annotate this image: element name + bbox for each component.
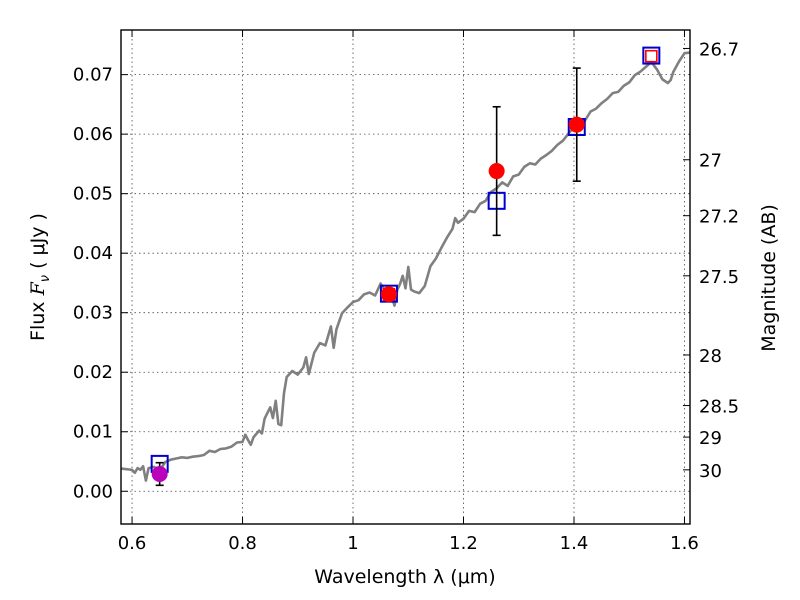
right-tick-label: 28: [699, 346, 722, 367]
y-tick-label: 0.05: [73, 184, 113, 205]
y-tick-label: 0.06: [73, 124, 113, 145]
observed-flux-point: [380, 286, 397, 303]
right-tick-label: 27.2: [699, 207, 739, 228]
y-tick-label: 0.07: [73, 65, 113, 86]
model-flux-square: [642, 46, 661, 65]
observed-flux-point: [151, 466, 168, 483]
axis-ticks: 0.6 0.8 1 1.2 1.4 1.6 0.00 0.01 0.02 0.03 0.04 0.05…: [73, 30, 739, 554]
y-tick-label: 0.02: [73, 362, 113, 383]
y-axis-label-right: Magnitude (AB): [758, 204, 780, 352]
y-label-prefix: Flux: [27, 295, 49, 341]
x-tick-label: 1.4: [560, 533, 589, 554]
y-tick-label: 0.00: [73, 481, 113, 502]
right-tick-label: 27: [699, 151, 722, 172]
y-label-unit: ( μJy ): [27, 213, 49, 275]
grid-lines: [121, 30, 690, 524]
right-tick-label: 28.5: [699, 397, 739, 418]
x-axis-label: Wavelength λ (μm): [314, 566, 495, 588]
x-tick-label: 1.6: [670, 533, 699, 554]
right-tick-label: 26.7: [699, 39, 739, 60]
model-flux-inner-square: [645, 49, 658, 63]
right-tick-label: 27.5: [699, 267, 739, 288]
x-tick-label: 1.2: [449, 533, 478, 554]
y-tick-label: 0.03: [73, 303, 113, 324]
y-label-symbol: F: [27, 281, 49, 296]
observed-flux-point: [568, 116, 585, 133]
observed-flux-point: [488, 163, 505, 180]
y-label-subscript: ν: [38, 275, 53, 282]
right-tick-label: 29: [699, 428, 722, 449]
plot-area: [121, 46, 690, 487]
y-tick-label: 0.01: [73, 422, 113, 443]
right-tick-label: 30: [699, 461, 722, 482]
plot-frame: [120, 29, 691, 525]
y-tick-label: 0.04: [73, 243, 113, 264]
x-tick-label: 1: [347, 533, 358, 554]
y-axis-label-left: Flux Fν ( μJy ): [27, 213, 53, 341]
x-tick-label: 0.8: [228, 533, 257, 554]
x-tick-label: 0.6: [118, 533, 147, 554]
